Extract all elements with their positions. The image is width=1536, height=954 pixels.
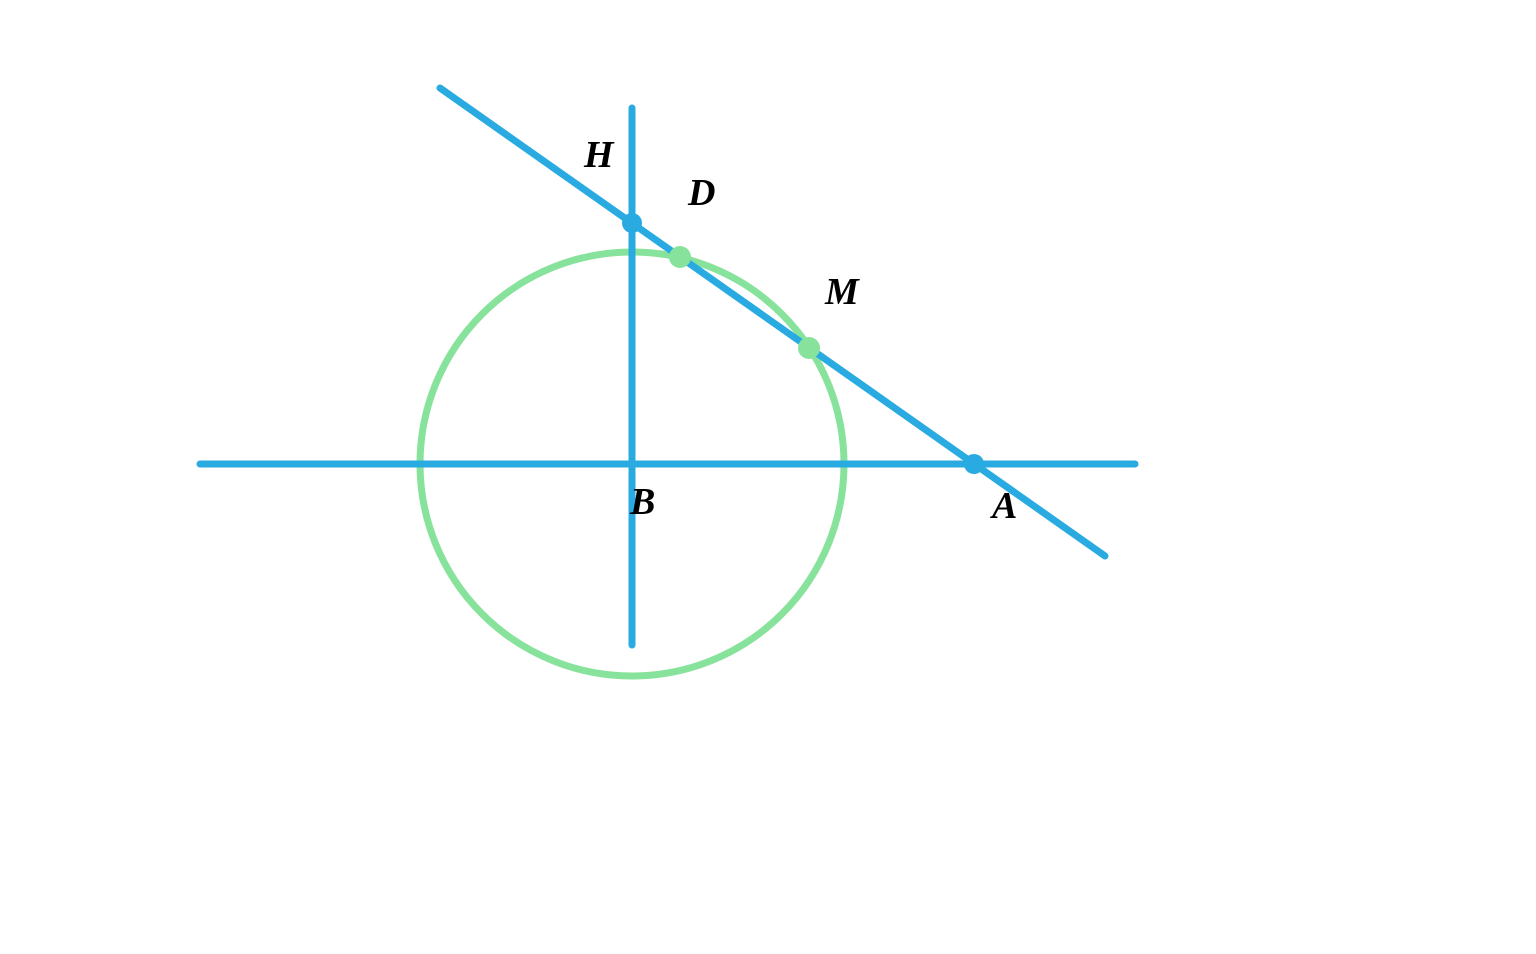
point-m: [798, 337, 820, 359]
point-d: [669, 246, 691, 268]
geometry-diagram: H D M A B: [0, 0, 1536, 954]
label-b: B: [629, 481, 655, 523]
point-h: [622, 213, 642, 233]
label-d: D: [687, 172, 715, 214]
label-h: H: [583, 134, 615, 176]
label-m: M: [824, 271, 860, 313]
label-a: A: [990, 485, 1017, 527]
point-a: [964, 454, 984, 474]
